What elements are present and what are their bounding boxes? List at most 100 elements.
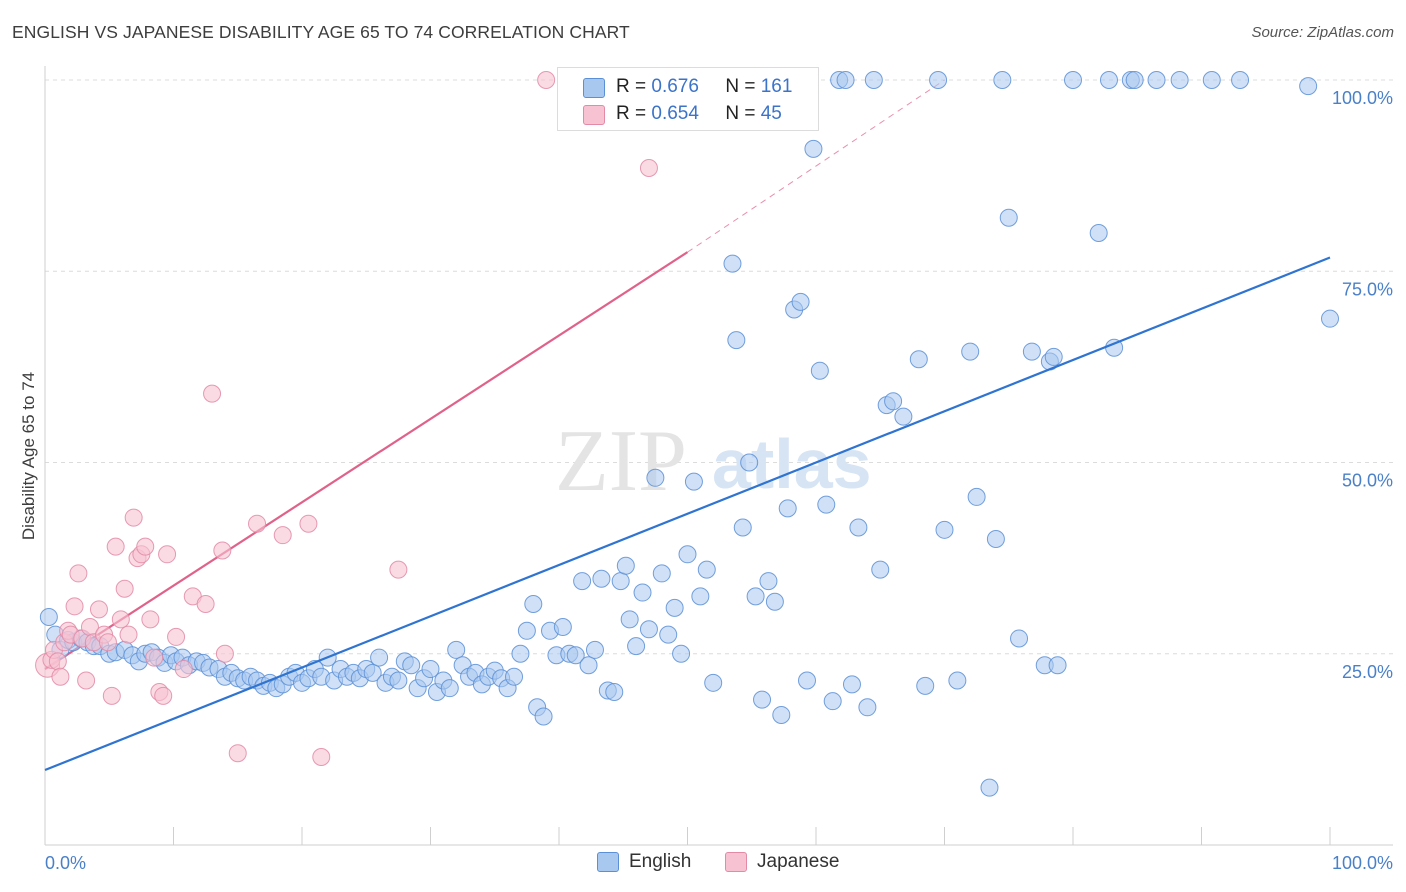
english-point	[1010, 629, 1029, 648]
english-point	[961, 342, 980, 361]
english-point	[778, 499, 797, 518]
english-point	[993, 71, 1012, 89]
y-tick-label: 100.0%	[1332, 88, 1393, 108]
japanese-point	[158, 545, 177, 564]
y-axis-label: Disability Age 65 to 74	[19, 372, 38, 540]
y-tick-label: 25.0%	[1342, 662, 1393, 682]
english-point	[511, 644, 530, 663]
english-point	[740, 453, 759, 472]
english-point	[534, 707, 553, 726]
english-point	[402, 656, 421, 675]
english-point	[753, 690, 772, 709]
japanese-point	[196, 595, 215, 614]
english-points	[39, 71, 1339, 797]
english-point	[746, 587, 765, 606]
y-tick-label: 50.0%	[1342, 471, 1393, 491]
english-point	[678, 545, 697, 564]
english-point	[697, 560, 716, 579]
english-point	[772, 705, 791, 724]
series-legend: English Japanese	[0, 851, 1406, 877]
english-point	[524, 595, 543, 614]
japanese-point	[154, 686, 173, 705]
axes	[44, 66, 1393, 846]
english-r-value: 0.676	[651, 76, 699, 97]
japanese-point	[248, 514, 267, 533]
english-point	[791, 292, 810, 311]
english-point	[842, 675, 861, 694]
english-point	[1202, 71, 1221, 89]
chart-title: ENGLISH VS JAPANESE DISABILITY AGE 65 TO…	[12, 22, 630, 42]
english-point	[573, 572, 592, 591]
english-point	[1044, 347, 1063, 366]
english-r-label: R =	[616, 76, 647, 97]
english-point	[363, 663, 382, 682]
english-point	[935, 520, 954, 539]
japanese-trendline-solid	[44, 251, 689, 670]
legend-item-japanese[interactable]: Japanese	[725, 851, 839, 873]
english-point	[652, 564, 671, 583]
japanese-point	[167, 627, 186, 646]
japanese-point	[228, 744, 247, 763]
japanese-legend-label: Japanese	[757, 851, 840, 872]
english-point	[665, 598, 684, 617]
english-point	[1022, 342, 1041, 361]
japanese-point	[145, 648, 164, 667]
english-point	[639, 620, 658, 639]
english-point	[611, 572, 630, 591]
japanese-point	[48, 652, 67, 671]
english-point	[929, 71, 948, 89]
japanese-r-label: R =	[616, 103, 647, 124]
english-point	[605, 683, 624, 701]
legend-item-english[interactable]: English	[597, 851, 691, 873]
english-point	[1099, 71, 1118, 89]
english-legend-label: English	[629, 851, 692, 872]
japanese-point	[389, 560, 408, 579]
japanese-point	[77, 671, 96, 690]
japanese-point	[273, 526, 292, 545]
english-n-label: N =	[725, 76, 756, 97]
japanese-point	[174, 660, 193, 679]
english-point	[421, 660, 440, 679]
english-point	[659, 625, 678, 644]
japanese-point	[51, 667, 70, 686]
japanese-point	[215, 644, 234, 663]
english-point	[704, 673, 723, 692]
english-point	[810, 361, 829, 380]
english-point	[1231, 71, 1250, 89]
watermark-zip: ZIP	[555, 413, 687, 510]
english-point	[620, 610, 639, 629]
english-point	[765, 592, 784, 611]
japanese-point	[65, 597, 84, 616]
y-tick-label: 75.0%	[1342, 279, 1393, 299]
english-point	[1089, 224, 1108, 242]
japanese-point	[119, 625, 138, 644]
japanese-point	[203, 384, 222, 403]
english-stats: R = 0.676 N = 161	[616, 76, 792, 98]
english-trendline-line	[44, 256, 1331, 772]
english-point	[1299, 77, 1318, 96]
english-point	[389, 671, 408, 690]
english-point	[684, 472, 703, 491]
japanese-point	[124, 508, 143, 527]
watermark: ZIP atlas	[555, 413, 872, 510]
japanese-n-label: N =	[725, 103, 756, 124]
english-point	[633, 583, 652, 602]
english-point	[980, 778, 999, 797]
english-legend-swatch	[597, 852, 619, 872]
english-point	[871, 560, 890, 579]
english-point	[616, 556, 635, 575]
english-point	[916, 676, 935, 695]
english-point	[447, 640, 466, 659]
english-point	[894, 407, 913, 426]
english-point	[849, 518, 868, 537]
english-point	[817, 495, 836, 514]
english-point	[592, 569, 611, 588]
japanese-point	[213, 541, 232, 560]
x-tick-labels: 0.0% 100.0%	[45, 853, 1393, 873]
english-point	[759, 572, 778, 591]
english-point	[39, 608, 58, 627]
watermark-atlas: atlas	[712, 425, 872, 503]
y-tick-labels: 25.0% 50.0% 75.0% 100.0%	[1332, 88, 1393, 682]
japanese-point	[639, 158, 658, 177]
